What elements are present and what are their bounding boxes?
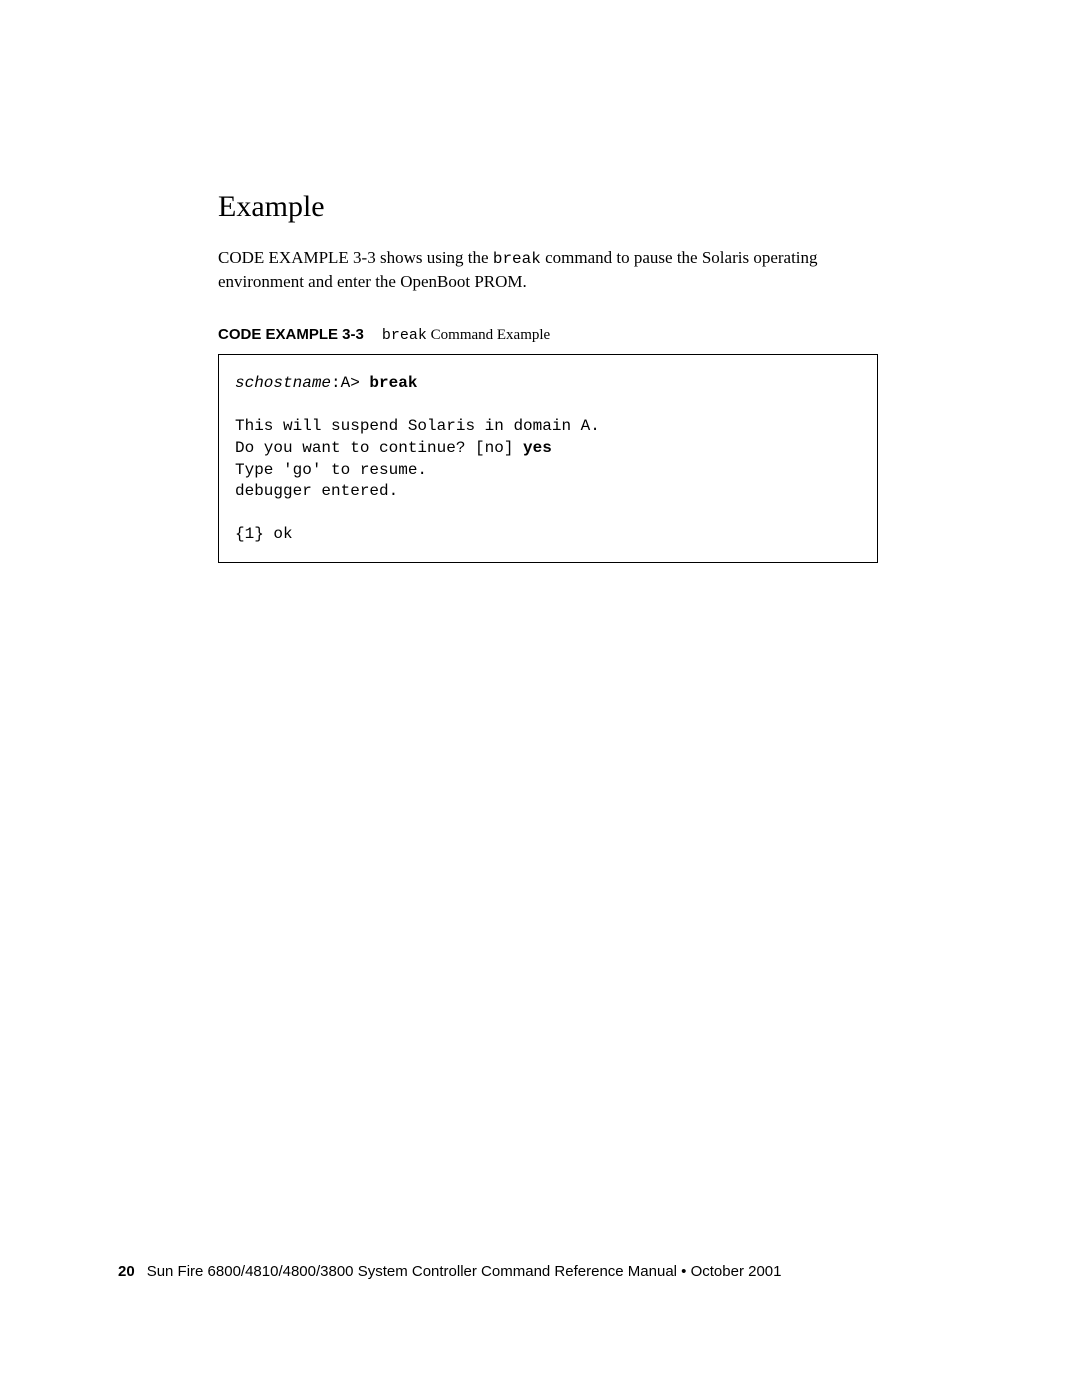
caption-code: break — [382, 327, 427, 344]
code-command: break — [369, 374, 417, 392]
code-blank-line — [235, 395, 861, 417]
body-paragraph: CODE EXAMPLE 3-3 shows using the break c… — [218, 246, 878, 294]
caption-label: CODE EXAMPLE 3-3 — [218, 326, 364, 343]
code-prompt-rest: :A> — [331, 374, 369, 392]
code-line2-response: yes — [523, 439, 552, 457]
code-line: Type 'go' to resume. — [235, 460, 861, 482]
code-line: {1} ok — [235, 524, 861, 546]
body-text-code: break — [493, 250, 541, 268]
page-number: 20 — [118, 1263, 135, 1280]
footer-text: Sun Fire 6800/4810/4800/3800 System Cont… — [147, 1263, 782, 1280]
code-line: debugger entered. — [235, 481, 861, 503]
code-hostname: schostname — [235, 374, 331, 392]
page-content: Example CODE EXAMPLE 3-3 shows using the… — [218, 190, 878, 563]
body-text-prefix: CODE EXAMPLE 3-3 shows using the — [218, 248, 493, 267]
code-prompt-line: schostname:A> break — [235, 373, 861, 395]
code-line2-prefix: Do you want to continue? [no] — [235, 439, 523, 457]
code-caption: CODE EXAMPLE 3-3 break Command Example — [218, 326, 878, 344]
code-blank-line — [235, 503, 861, 525]
example-heading: Example — [218, 190, 878, 224]
caption-suffix: Command Example — [427, 327, 550, 343]
page-footer: 20 Sun Fire 6800/4810/4800/3800 System Co… — [118, 1263, 781, 1280]
code-line: Do you want to continue? [no] yes — [235, 438, 861, 460]
code-example-box: schostname:A> break This will suspend So… — [218, 354, 878, 563]
code-line: This will suspend Solaris in domain A. — [235, 416, 861, 438]
